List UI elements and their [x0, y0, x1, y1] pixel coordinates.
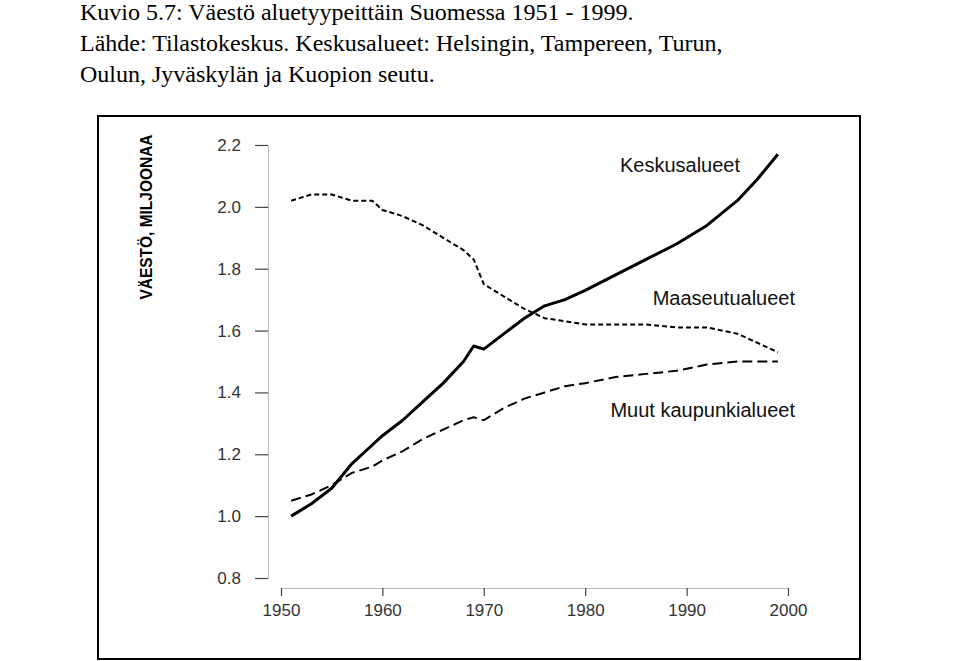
chart-title: Kuvio 5.7: Väestö aluetyypeittäin Suomes… — [80, 0, 634, 25]
x-tick-mark — [686, 588, 687, 596]
y-tick: 2.0 — [217, 198, 268, 217]
y-tick-mark — [255, 145, 268, 146]
y-tick: 1.6 — [217, 322, 268, 341]
y-tick-mark — [255, 454, 268, 455]
y-tick: 0.8 — [217, 569, 268, 588]
x-tick: 1980 — [567, 588, 605, 620]
y-tick: 1.4 — [217, 383, 268, 402]
y-tick-label: 1.6 — [217, 322, 241, 341]
x-tick-mark — [585, 588, 586, 596]
y-tick-mark — [255, 269, 268, 270]
x-tick-mark — [788, 588, 789, 596]
x-tick: 1990 — [668, 588, 706, 620]
y-tick-label: 1.0 — [217, 507, 241, 526]
series-label: Muut kaupunkialueet — [610, 399, 795, 421]
series-line — [291, 194, 778, 352]
y-tick: 1.0 — [217, 507, 268, 526]
x-tick: 1960 — [364, 588, 402, 620]
series-line — [291, 362, 778, 501]
y-tick: 1.2 — [217, 445, 268, 464]
subtitle-line: Lähde: Tilastokeskus. Keskusalueet: Hels… — [80, 30, 723, 56]
series-line — [291, 154, 778, 516]
x-tick-label: 1960 — [364, 601, 402, 620]
y-axis-line — [255, 146, 269, 579]
y-tick: 1.8 — [217, 260, 268, 279]
x-tick: 1950 — [263, 588, 301, 620]
series-label: Keskusalueet — [620, 154, 741, 176]
chart-subtitle: Lähde: Tilastokeskus. Keskusalueet: Hels… — [80, 30, 723, 87]
series-label: Maaseutualueet — [653, 287, 796, 309]
y-axis: 0.8 1.0 1.2 1.4 1.6 1.8 2.0 2.2 — [217, 136, 268, 588]
x-tick: 2000 — [770, 588, 808, 620]
plot-lines — [291, 154, 778, 516]
x-tick-label: 2000 — [770, 601, 808, 620]
y-tick-label: 1.8 — [217, 260, 241, 279]
x-tick-mark — [382, 588, 383, 596]
y-tick: 2.2 — [217, 136, 268, 155]
chart-svg: Kuvio 5.7: Väestö aluetyypeittäin Suomes… — [0, 0, 960, 661]
subtitle-line: Oulun, Jyväskylän ja Kuopion seutu. — [80, 61, 435, 87]
y-tick-mark — [255, 578, 268, 579]
x-tick: 1970 — [465, 588, 503, 620]
x-tick-label: 1950 — [263, 601, 301, 620]
y-axis-title: VÄESTÖ, MILJOONAA — [137, 135, 156, 300]
x-tick-label: 1970 — [465, 601, 503, 620]
y-tick-mark — [255, 516, 268, 517]
y-tick-label: 0.8 — [217, 569, 241, 588]
y-tick-label: 1.4 — [217, 383, 241, 402]
y-tick-label: 2.2 — [217, 136, 241, 155]
x-axis: 1950 1960 1970 1980 1990 2000 — [263, 588, 808, 620]
x-axis-line — [282, 589, 789, 597]
y-tick-label: 2.0 — [217, 198, 241, 217]
x-tick-label: 1990 — [668, 601, 706, 620]
y-tick-label: 1.2 — [217, 445, 241, 464]
y-tick-mark — [255, 392, 268, 393]
x-tick-mark — [484, 588, 485, 596]
chart-frame — [98, 116, 860, 659]
x-tick-mark — [281, 588, 282, 596]
y-tick-mark — [255, 330, 268, 331]
x-tick-label: 1980 — [567, 601, 605, 620]
y-tick-mark — [255, 207, 268, 208]
